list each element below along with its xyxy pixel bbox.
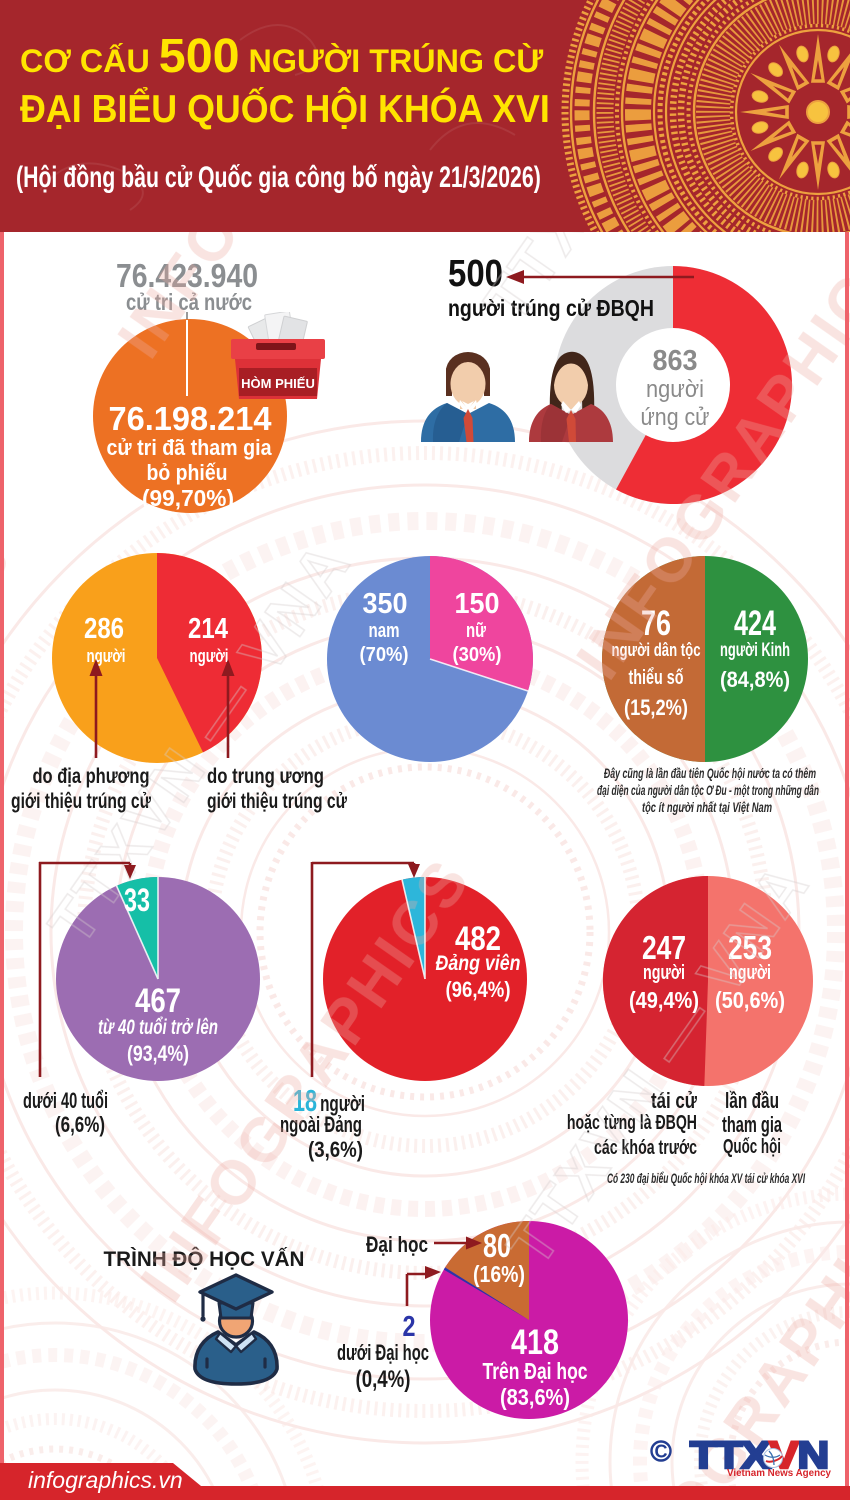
svg-text:Vietnam News Agency: Vietnam News Agency xyxy=(727,1468,832,1479)
svg-text:C: C xyxy=(655,1442,668,1462)
svg-text:infographics.vn: infographics.vn xyxy=(28,1467,183,1493)
